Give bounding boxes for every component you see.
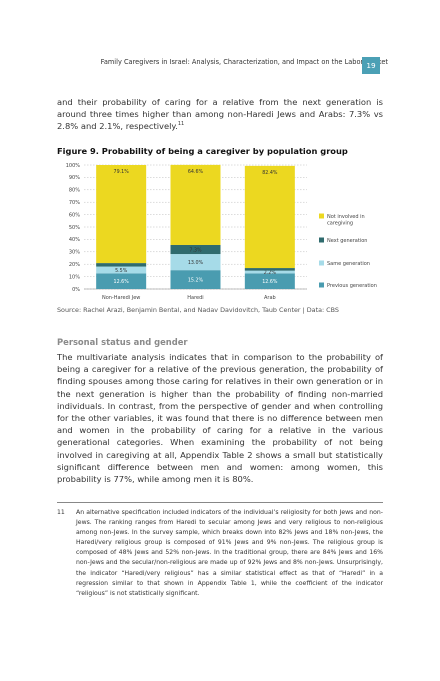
footnote: 11 An alternative specification included… bbox=[57, 508, 383, 599]
data-label: 7.3% bbox=[189, 247, 202, 253]
y-tick-label: 60% bbox=[69, 212, 80, 218]
data-label: 2.2% bbox=[264, 270, 277, 276]
y-tick-label: 30% bbox=[69, 250, 80, 256]
legend-swatch bbox=[319, 237, 324, 243]
legend-swatch bbox=[319, 213, 324, 219]
bar-segment bbox=[170, 270, 221, 289]
x-tick-label: Haredi bbox=[187, 295, 203, 301]
y-tick-label: 100% bbox=[66, 163, 81, 169]
stacked-bar-chart: 0% 10% 20% 30% 40% 50% 60% 70% 80% 90% 100% 12.6% 5.… bbox=[66, 163, 377, 301]
y-tick-label: 90% bbox=[69, 175, 80, 181]
figure-title: Figure 9. Probability of being a caregiv… bbox=[57, 146, 348, 156]
bar-segment bbox=[96, 165, 147, 264]
data-label: 5.5% bbox=[115, 268, 128, 274]
section-heading: Personal status and gender bbox=[57, 337, 188, 347]
bar-segment bbox=[170, 254, 221, 271]
footnote-number: 11 bbox=[57, 509, 65, 516]
running-header: Family Caregivers in Israel: Analysis, C… bbox=[100, 58, 388, 66]
y-tick-label: 40% bbox=[69, 237, 80, 243]
bar-segment bbox=[244, 273, 295, 289]
data-label: 12.6% bbox=[262, 279, 278, 285]
page-number: 19 bbox=[362, 57, 380, 74]
bar-segment bbox=[170, 164, 221, 245]
bar-segment bbox=[170, 244, 221, 255]
x-tick-label: Non-Haredi Jew bbox=[102, 295, 140, 301]
bar-segment bbox=[244, 270, 295, 274]
bar-segment bbox=[96, 266, 147, 274]
bar-segment bbox=[96, 263, 147, 267]
section-body: The multivariate analysis indicates that… bbox=[57, 352, 383, 485]
intro-text: and their probability of caring for a re… bbox=[57, 97, 383, 132]
data-label: 79.1% bbox=[114, 169, 130, 175]
figure-source: Source: Rachel Arazi, Benjamin Bental, a… bbox=[57, 306, 339, 314]
legend-label: Not involved in bbox=[327, 214, 365, 220]
legend-label: Same generation bbox=[327, 261, 370, 267]
bar-segment bbox=[96, 273, 147, 289]
y-tick-label: 70% bbox=[69, 200, 80, 206]
data-label: 82.4% bbox=[262, 170, 278, 176]
bar-segment bbox=[244, 268, 295, 271]
legend-label: Previous generation bbox=[327, 283, 377, 289]
y-tick-label: 80% bbox=[69, 188, 80, 194]
footnote-text: An alternative specification included in… bbox=[76, 509, 383, 597]
data-label: 64.6% bbox=[188, 169, 204, 175]
legend-label: Next generation bbox=[327, 238, 367, 244]
data-label: 12.6% bbox=[114, 279, 130, 285]
intro-paragraph: and their probability of caring for a re… bbox=[57, 96, 383, 133]
footnote-reference[interactable]: 11 bbox=[177, 121, 185, 128]
legend-swatch bbox=[319, 260, 324, 266]
x-tick-label: Arab bbox=[264, 295, 276, 301]
legend-label: caregiving bbox=[327, 220, 353, 226]
legend-swatch bbox=[319, 282, 324, 288]
bar-segment bbox=[244, 165, 295, 269]
y-tick-label: 10% bbox=[69, 274, 80, 280]
footnote-divider bbox=[57, 502, 383, 503]
data-label: 15.2% bbox=[188, 277, 204, 283]
data-label: 13.0% bbox=[188, 260, 204, 266]
y-tick-label: 20% bbox=[69, 262, 80, 268]
y-tick-label: 50% bbox=[69, 225, 80, 231]
y-tick-label: 0% bbox=[72, 287, 80, 293]
